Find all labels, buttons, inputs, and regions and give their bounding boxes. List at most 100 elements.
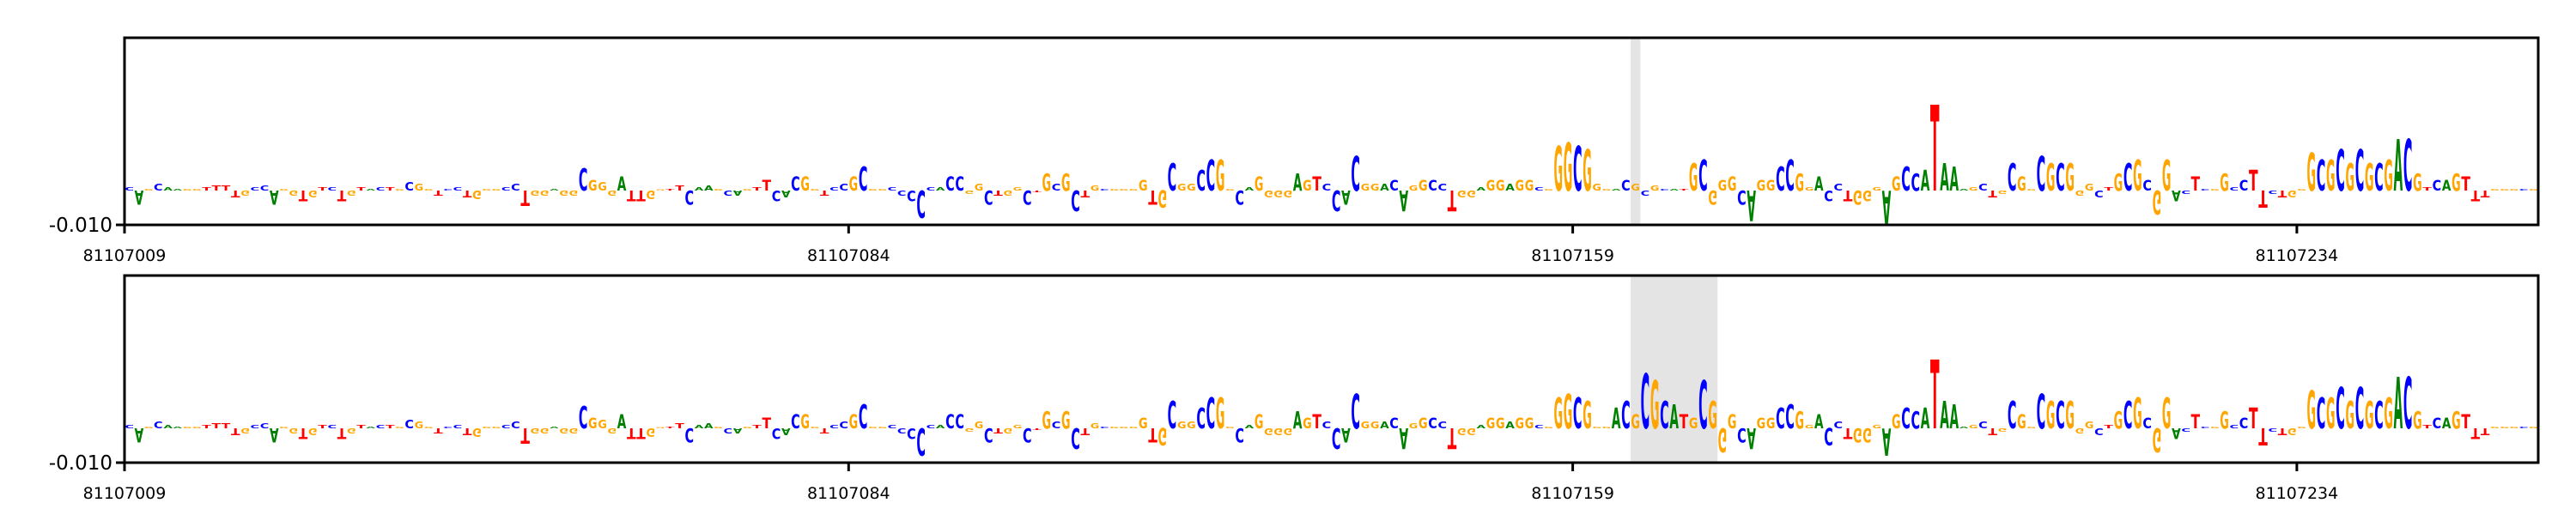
logo-letter: C <box>2355 378 2365 443</box>
logo-letter: T <box>318 186 327 192</box>
logo-letter: G <box>424 189 434 191</box>
logo-letter: G <box>2287 426 2297 437</box>
x-tick-label: 81107234 <box>2256 246 2339 265</box>
logo-letter: C <box>945 412 955 433</box>
logo-letter: C <box>1389 178 1399 194</box>
logo-letter: C <box>579 402 588 437</box>
logo-letter: C <box>1428 178 1437 194</box>
logo-letter: C <box>1573 389 1583 439</box>
logo-letter: G <box>2500 189 2509 191</box>
logo-letter: C <box>1785 151 1795 201</box>
logo-letter: G <box>569 189 579 197</box>
logo-letter: C <box>1834 421 1844 432</box>
logo-letter: C <box>1641 189 1650 197</box>
logo-letter: G <box>308 188 318 199</box>
logo-letter: G <box>1689 416 1698 433</box>
logo-letter: G <box>2114 408 2123 435</box>
logo-letter: T <box>2258 422 2268 450</box>
logo-letter: T <box>2104 424 2113 430</box>
logo-letter: C <box>1071 421 1080 455</box>
logo-letter: C <box>2230 424 2239 430</box>
logo-letter: A <box>2172 425 2181 442</box>
logo-letter: G <box>2490 427 2500 429</box>
logo-letter: G <box>965 189 975 194</box>
logo-letter: A <box>1949 160 1959 198</box>
logo-letter: C <box>1332 421 1341 455</box>
logo-letter: G <box>656 427 665 429</box>
logo-letter: C <box>2094 426 2104 437</box>
logo-letter: G <box>531 427 540 435</box>
axes-frame <box>123 36 2540 227</box>
logo-letter: G <box>492 189 501 191</box>
logo-letter: G <box>1216 152 1225 201</box>
logo-letter: G <box>1496 179 1505 195</box>
logo-letter: A <box>1949 397 1959 436</box>
logo-letter: C <box>888 186 897 192</box>
logo-letter: T <box>636 425 646 442</box>
logo-letter: G <box>868 427 878 429</box>
logo-letter: G <box>1419 416 1428 433</box>
logo-letter: A <box>1959 189 1969 191</box>
logo-letter: C <box>945 174 955 196</box>
logo-letter: T <box>675 421 684 430</box>
logo-letter: T <box>1032 190 1042 192</box>
logo-letter: C <box>2317 389 2326 439</box>
logo-letter: G <box>868 189 878 191</box>
logo-letter: C <box>2433 415 2442 432</box>
logo-letter: G <box>1361 182 1370 193</box>
logo-letter: A <box>366 189 375 191</box>
logo-letter: G <box>1129 189 1139 191</box>
logo-letter: A <box>1293 408 1303 435</box>
logo-letter: C <box>2519 189 2529 191</box>
logo-letter: G <box>395 189 404 191</box>
logo-letter: C <box>927 424 936 430</box>
logo-letter: C <box>1573 135 1583 206</box>
logo-letter: G <box>1496 416 1505 433</box>
logo-letter: G <box>1892 173 1901 196</box>
logo-letter: G <box>1795 408 1805 435</box>
logo-letter: A <box>1940 393 1949 437</box>
logo-letter: C <box>723 189 732 197</box>
logo-letter: G <box>1457 188 1467 199</box>
logo-letter: T <box>1312 411 1321 433</box>
logo-letter: G <box>1091 184 1100 192</box>
logo-letter: G <box>1225 189 1235 191</box>
x-tick-label: 81107009 <box>83 246 167 265</box>
logo-letter: T <box>2471 187 2481 204</box>
logo-letter: C <box>1911 170 1920 197</box>
logo-letter: C <box>376 186 386 192</box>
logo-letter: A <box>1477 186 1486 191</box>
logo-letter: C <box>1621 394 1631 438</box>
logo-letter: A <box>1400 184 1409 216</box>
logo-letter: C <box>1235 185 1244 207</box>
logo-letter: G <box>347 189 356 197</box>
x-tick-label: 81107009 <box>83 484 167 503</box>
logo-letter: T <box>2249 403 2258 436</box>
logo-letter: G <box>482 427 491 429</box>
logo-letter: C <box>1052 183 1061 194</box>
logo-letter: G <box>1862 187 1872 203</box>
logo-letter: A <box>1882 419 1892 463</box>
logo-letter: C <box>2094 188 2104 199</box>
logo-letter: G <box>1631 182 1640 193</box>
logo-letter: G <box>2510 427 2519 429</box>
logo-letter: G <box>1525 416 1534 433</box>
logo-letter: T <box>318 424 327 430</box>
highlight-region <box>1631 276 1718 463</box>
logo-letter: G <box>2510 189 2519 191</box>
logo-letter: A <box>2442 415 2451 433</box>
logo-letter: G <box>2220 170 2229 197</box>
logo-letter: G <box>743 427 752 429</box>
logo-letter: C <box>2230 186 2239 192</box>
logo-letter: C <box>1737 185 1747 207</box>
logo-letter: C <box>1428 415 1437 432</box>
logo-letter: A <box>1940 155 1949 199</box>
logo-letter: G <box>2153 421 2162 460</box>
logo-letter: T <box>1680 411 1689 433</box>
logo-letter: G <box>743 189 752 191</box>
logo-letter: C <box>2403 362 2413 445</box>
logo-letter: G <box>192 427 202 429</box>
